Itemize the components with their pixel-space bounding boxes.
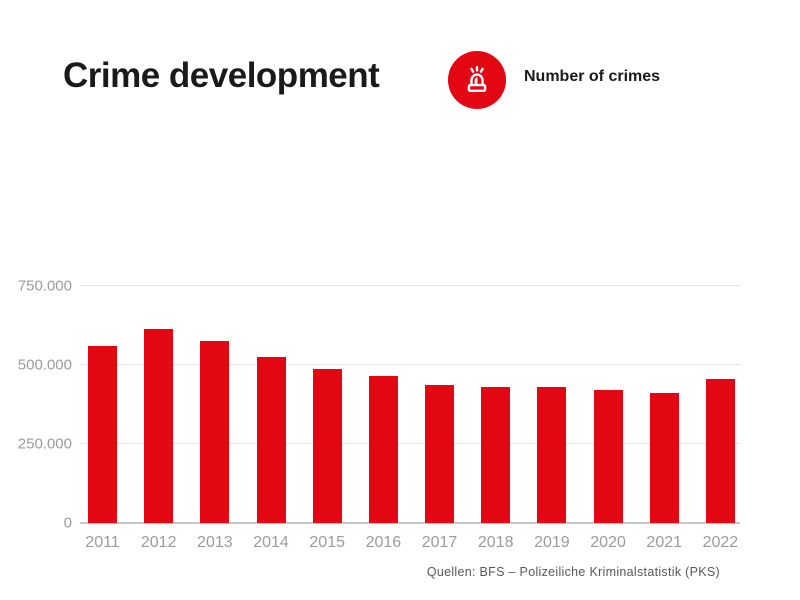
bar-2017: 2017	[422, 384, 457, 551]
x-tick-label: 2016	[365, 534, 402, 551]
y-tick-label: 0	[63, 514, 72, 532]
siren-icon	[459, 62, 495, 98]
x-tick-label: 2015	[309, 534, 345, 551]
bar-2019: 2019	[534, 386, 570, 551]
bar-rect	[425, 384, 455, 523]
bars: 2011 2012 2013 2014 2015 2016 2017 2018 2019 2020…	[80, 286, 740, 551]
y-tick-label: 500.000	[17, 356, 72, 374]
x-tick-label: 2011	[85, 534, 120, 551]
x-tick-label: 2014	[253, 534, 289, 551]
page-title: Crime development	[63, 56, 380, 95]
x-tick-label: 2012	[140, 534, 177, 551]
bar-2016: 2016	[366, 376, 401, 551]
bar-2021: 2021	[646, 392, 682, 551]
bar-rect	[593, 390, 623, 523]
bar-rect	[312, 369, 342, 523]
y-tick-label: 250.000	[17, 435, 72, 453]
x-tick-label: 2022	[702, 534, 739, 551]
bar-rect	[649, 392, 679, 523]
bar-rect	[705, 378, 735, 523]
x-tick-label: 2018	[477, 534, 514, 551]
bar-rect	[537, 386, 567, 523]
bar-2014: 2014	[253, 356, 289, 551]
bar-2018: 2018	[478, 386, 514, 551]
x-axis-line	[80, 522, 740, 524]
bar-rect	[481, 386, 511, 523]
source-attribution: Quellen: BFS – Polizeiliche Kriminalstat…	[426, 565, 720, 579]
bar-rect	[368, 376, 398, 523]
bar-2022: 2022	[703, 378, 738, 551]
x-tick-label: 2019	[534, 534, 570, 551]
bar-rect	[88, 346, 117, 523]
x-tick-label: 2017	[421, 534, 458, 551]
bar-2015: 2015	[309, 369, 345, 551]
gridline	[80, 442, 740, 444]
bar-2011: 2011	[85, 346, 120, 551]
x-tick-label: 2021	[646, 534, 683, 551]
x-tick-label: 2013	[197, 534, 233, 551]
bar-rect	[144, 328, 174, 523]
gridline	[80, 363, 740, 365]
bar-2012: 2012	[141, 328, 176, 551]
legend-label: Number of crimes	[524, 68, 661, 85]
bar-2013: 2013	[197, 341, 233, 551]
y-tick-label: 750.000	[17, 277, 72, 295]
x-tick-label: 2020	[590, 534, 626, 551]
gridline	[80, 285, 740, 286]
bar-2020: 2020	[590, 390, 626, 551]
bar-rect	[256, 356, 286, 523]
legend-badge	[448, 51, 506, 109]
plot-area: 2011 2012 2013 2014 2015 2016 2017 2018 2019 2020…	[80, 285, 740, 551]
y-axis-labels: 0 250.000 500.000 750.000	[0, 278, 72, 532]
bar-rect	[200, 341, 230, 523]
